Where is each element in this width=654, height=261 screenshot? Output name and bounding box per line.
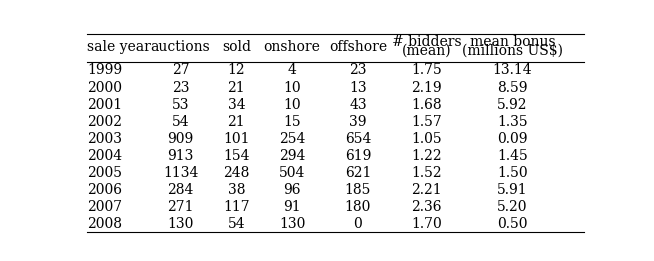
Text: 2005: 2005 bbox=[87, 166, 122, 180]
Text: 15: 15 bbox=[283, 115, 301, 129]
Text: 21: 21 bbox=[228, 115, 245, 129]
Text: 504: 504 bbox=[279, 166, 305, 180]
Text: 54: 54 bbox=[172, 115, 190, 129]
Text: 621: 621 bbox=[345, 166, 371, 180]
Text: 1999: 1999 bbox=[87, 63, 122, 78]
Text: sale year: sale year bbox=[87, 40, 150, 54]
Text: 117: 117 bbox=[223, 200, 250, 214]
Text: 0: 0 bbox=[354, 217, 362, 231]
Text: 2004: 2004 bbox=[87, 149, 122, 163]
Text: 248: 248 bbox=[223, 166, 250, 180]
Text: 1.68: 1.68 bbox=[411, 98, 441, 111]
Text: 909: 909 bbox=[167, 132, 194, 146]
Text: 1.57: 1.57 bbox=[411, 115, 442, 129]
Text: 1.50: 1.50 bbox=[497, 166, 528, 180]
Text: 284: 284 bbox=[167, 183, 194, 197]
Text: 2.21: 2.21 bbox=[411, 183, 441, 197]
Text: 1.75: 1.75 bbox=[411, 63, 442, 78]
Text: 1.45: 1.45 bbox=[497, 149, 528, 163]
Text: 1.35: 1.35 bbox=[497, 115, 528, 129]
Text: 53: 53 bbox=[172, 98, 190, 111]
Text: 38: 38 bbox=[228, 183, 245, 197]
Text: 5.20: 5.20 bbox=[497, 200, 528, 214]
Text: 5.91: 5.91 bbox=[497, 183, 528, 197]
Text: 913: 913 bbox=[167, 149, 194, 163]
Text: 43: 43 bbox=[349, 98, 367, 111]
Text: 185: 185 bbox=[345, 183, 371, 197]
Text: 2000: 2000 bbox=[87, 81, 122, 94]
Text: 1.52: 1.52 bbox=[411, 166, 441, 180]
Text: 91: 91 bbox=[283, 200, 301, 214]
Text: 101: 101 bbox=[223, 132, 250, 146]
Text: 2.19: 2.19 bbox=[411, 81, 441, 94]
Text: 0.50: 0.50 bbox=[497, 217, 528, 231]
Text: 1134: 1134 bbox=[163, 166, 198, 180]
Text: 96: 96 bbox=[283, 183, 301, 197]
Text: 254: 254 bbox=[279, 132, 305, 146]
Text: 12: 12 bbox=[228, 63, 245, 78]
Text: 10: 10 bbox=[283, 81, 301, 94]
Text: 2003: 2003 bbox=[87, 132, 122, 146]
Text: 271: 271 bbox=[167, 200, 194, 214]
Text: 2001: 2001 bbox=[87, 98, 122, 111]
Text: # bidders: # bidders bbox=[392, 35, 461, 49]
Text: 34: 34 bbox=[228, 98, 245, 111]
Text: 8.59: 8.59 bbox=[497, 81, 528, 94]
Text: 13: 13 bbox=[349, 81, 367, 94]
Text: 27: 27 bbox=[172, 63, 190, 78]
Text: mean bonus: mean bonus bbox=[470, 35, 555, 49]
Text: 5.92: 5.92 bbox=[497, 98, 528, 111]
Text: 619: 619 bbox=[345, 149, 371, 163]
Text: auctions: auctions bbox=[150, 40, 211, 54]
Text: 13.14: 13.14 bbox=[492, 63, 532, 78]
Text: 54: 54 bbox=[228, 217, 245, 231]
Text: (mean): (mean) bbox=[402, 44, 451, 58]
Text: 1.22: 1.22 bbox=[411, 149, 441, 163]
Text: 130: 130 bbox=[279, 217, 305, 231]
Text: 23: 23 bbox=[172, 81, 190, 94]
Text: 39: 39 bbox=[349, 115, 367, 129]
Text: 180: 180 bbox=[345, 200, 371, 214]
Text: onshore: onshore bbox=[264, 40, 320, 54]
Text: 1.05: 1.05 bbox=[411, 132, 441, 146]
Text: 0.09: 0.09 bbox=[497, 132, 528, 146]
Text: 23: 23 bbox=[349, 63, 367, 78]
Text: 2007: 2007 bbox=[87, 200, 122, 214]
Text: 2.36: 2.36 bbox=[411, 200, 441, 214]
Text: sold: sold bbox=[222, 40, 251, 54]
Text: 1.70: 1.70 bbox=[411, 217, 442, 231]
Text: 2008: 2008 bbox=[87, 217, 122, 231]
Text: 10: 10 bbox=[283, 98, 301, 111]
Text: 294: 294 bbox=[279, 149, 305, 163]
Text: offshore: offshore bbox=[329, 40, 387, 54]
Text: 654: 654 bbox=[345, 132, 371, 146]
Text: 2006: 2006 bbox=[87, 183, 122, 197]
Text: (millions US$): (millions US$) bbox=[462, 44, 563, 58]
Text: 154: 154 bbox=[223, 149, 250, 163]
Text: 4: 4 bbox=[288, 63, 296, 78]
Text: 130: 130 bbox=[167, 217, 194, 231]
Text: 21: 21 bbox=[228, 81, 245, 94]
Text: 2002: 2002 bbox=[87, 115, 122, 129]
